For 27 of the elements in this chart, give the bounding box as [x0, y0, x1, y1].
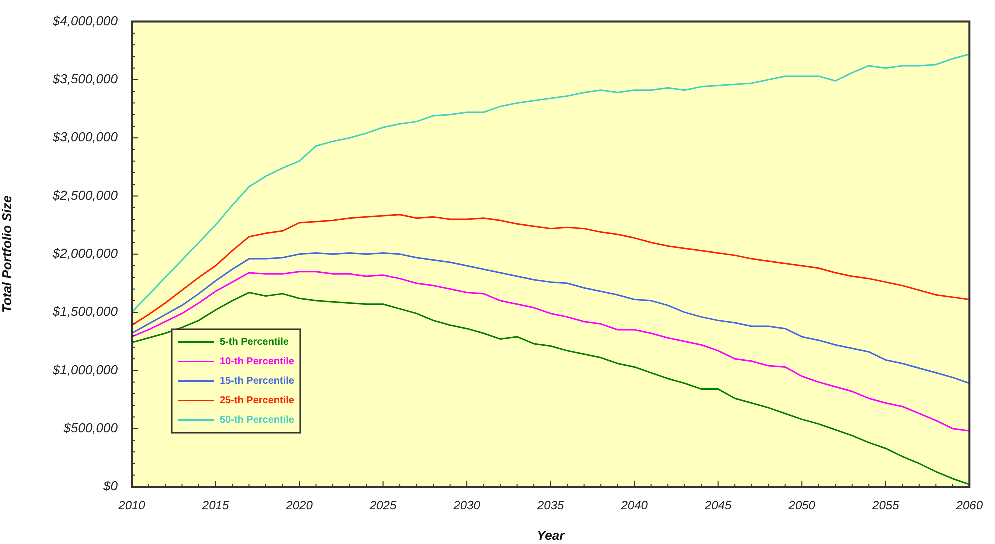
y-tick-label: $0 — [102, 478, 119, 494]
y-tick-label: $3,500,000 — [52, 72, 119, 87]
x-tick-label: 2010 — [118, 498, 146, 513]
x-tick-label: 2050 — [788, 498, 816, 513]
y-tick-label: $4,000,000 — [52, 13, 119, 28]
y-tick-label: $1,000,000 — [52, 362, 119, 378]
x-tick-label: 2025 — [368, 498, 397, 513]
x-tick-label: 2060 — [955, 498, 984, 513]
x-tick-label: 2030 — [452, 498, 481, 513]
legend-label: 5-th Percentile — [220, 337, 290, 348]
y-tick-label: $3,000,000 — [52, 130, 119, 145]
y-tick-label: $2,500,000 — [52, 188, 119, 203]
x-axis-title: Year — [536, 528, 566, 543]
x-tick-label: 2045 — [704, 498, 732, 513]
x-tick-label: 2035 — [536, 498, 564, 513]
legend-label: 10-th Percentile — [220, 356, 295, 368]
x-tick-label: 2055 — [872, 498, 900, 513]
legend-label: 50-th Percentile — [220, 415, 295, 426]
y-axis-title: Total Portfolio Size — [0, 196, 14, 314]
x-tick-label: 2015 — [201, 498, 230, 513]
x-tick-label: 2040 — [620, 498, 648, 513]
x-tick-label: 2020 — [285, 498, 314, 513]
y-tick-label: $1,500,000 — [52, 304, 119, 320]
y-tick-label: $2,000,000 — [52, 246, 119, 262]
y-tick-label: $500,000 — [62, 420, 119, 436]
legend-label: 15-th Percentile — [220, 376, 295, 387]
legend-label: 25-th Percentile — [220, 396, 295, 406]
